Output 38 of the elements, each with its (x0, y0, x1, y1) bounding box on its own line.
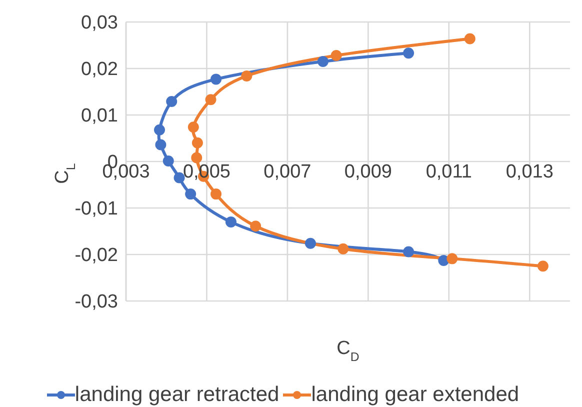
legend-label: landing gear retracted (74, 383, 280, 407)
y-tick-label: -0,01 (74, 198, 118, 220)
legend-label: landing gear extended (311, 383, 520, 407)
point (191, 152, 202, 164)
point (205, 94, 216, 106)
x-tick-label: 0,011 (426, 162, 472, 182)
x-tick-label: 0,009 (344, 162, 392, 182)
point (166, 96, 178, 108)
point (154, 124, 165, 136)
point (185, 188, 196, 200)
y-tick-label: -0,02 (74, 245, 118, 266)
y-tick-label: -0,03 (74, 292, 118, 313)
point (304, 238, 316, 249)
point (188, 122, 199, 133)
y-tick-label: 0,02 (81, 59, 118, 80)
point (155, 139, 166, 150)
y-tick-label: 0,03 (81, 12, 118, 34)
point (174, 172, 185, 184)
point (338, 243, 349, 254)
point (162, 156, 174, 167)
point (330, 50, 342, 61)
point (210, 74, 222, 85)
x-tick-label: 0,007 (264, 162, 312, 182)
point (438, 255, 450, 266)
point (192, 137, 203, 148)
point (250, 220, 262, 232)
point (210, 188, 222, 200)
point (403, 246, 414, 258)
point (317, 56, 328, 68)
point (403, 48, 414, 59)
y-tick-label: 0,01 (81, 106, 118, 127)
point (464, 33, 476, 44)
point (241, 70, 252, 82)
x-axis-title: C$_{D}$ (336, 338, 360, 364)
x-tick-label: 0,013 (506, 162, 554, 182)
point (225, 216, 236, 228)
point (537, 260, 548, 272)
point (446, 253, 458, 264)
